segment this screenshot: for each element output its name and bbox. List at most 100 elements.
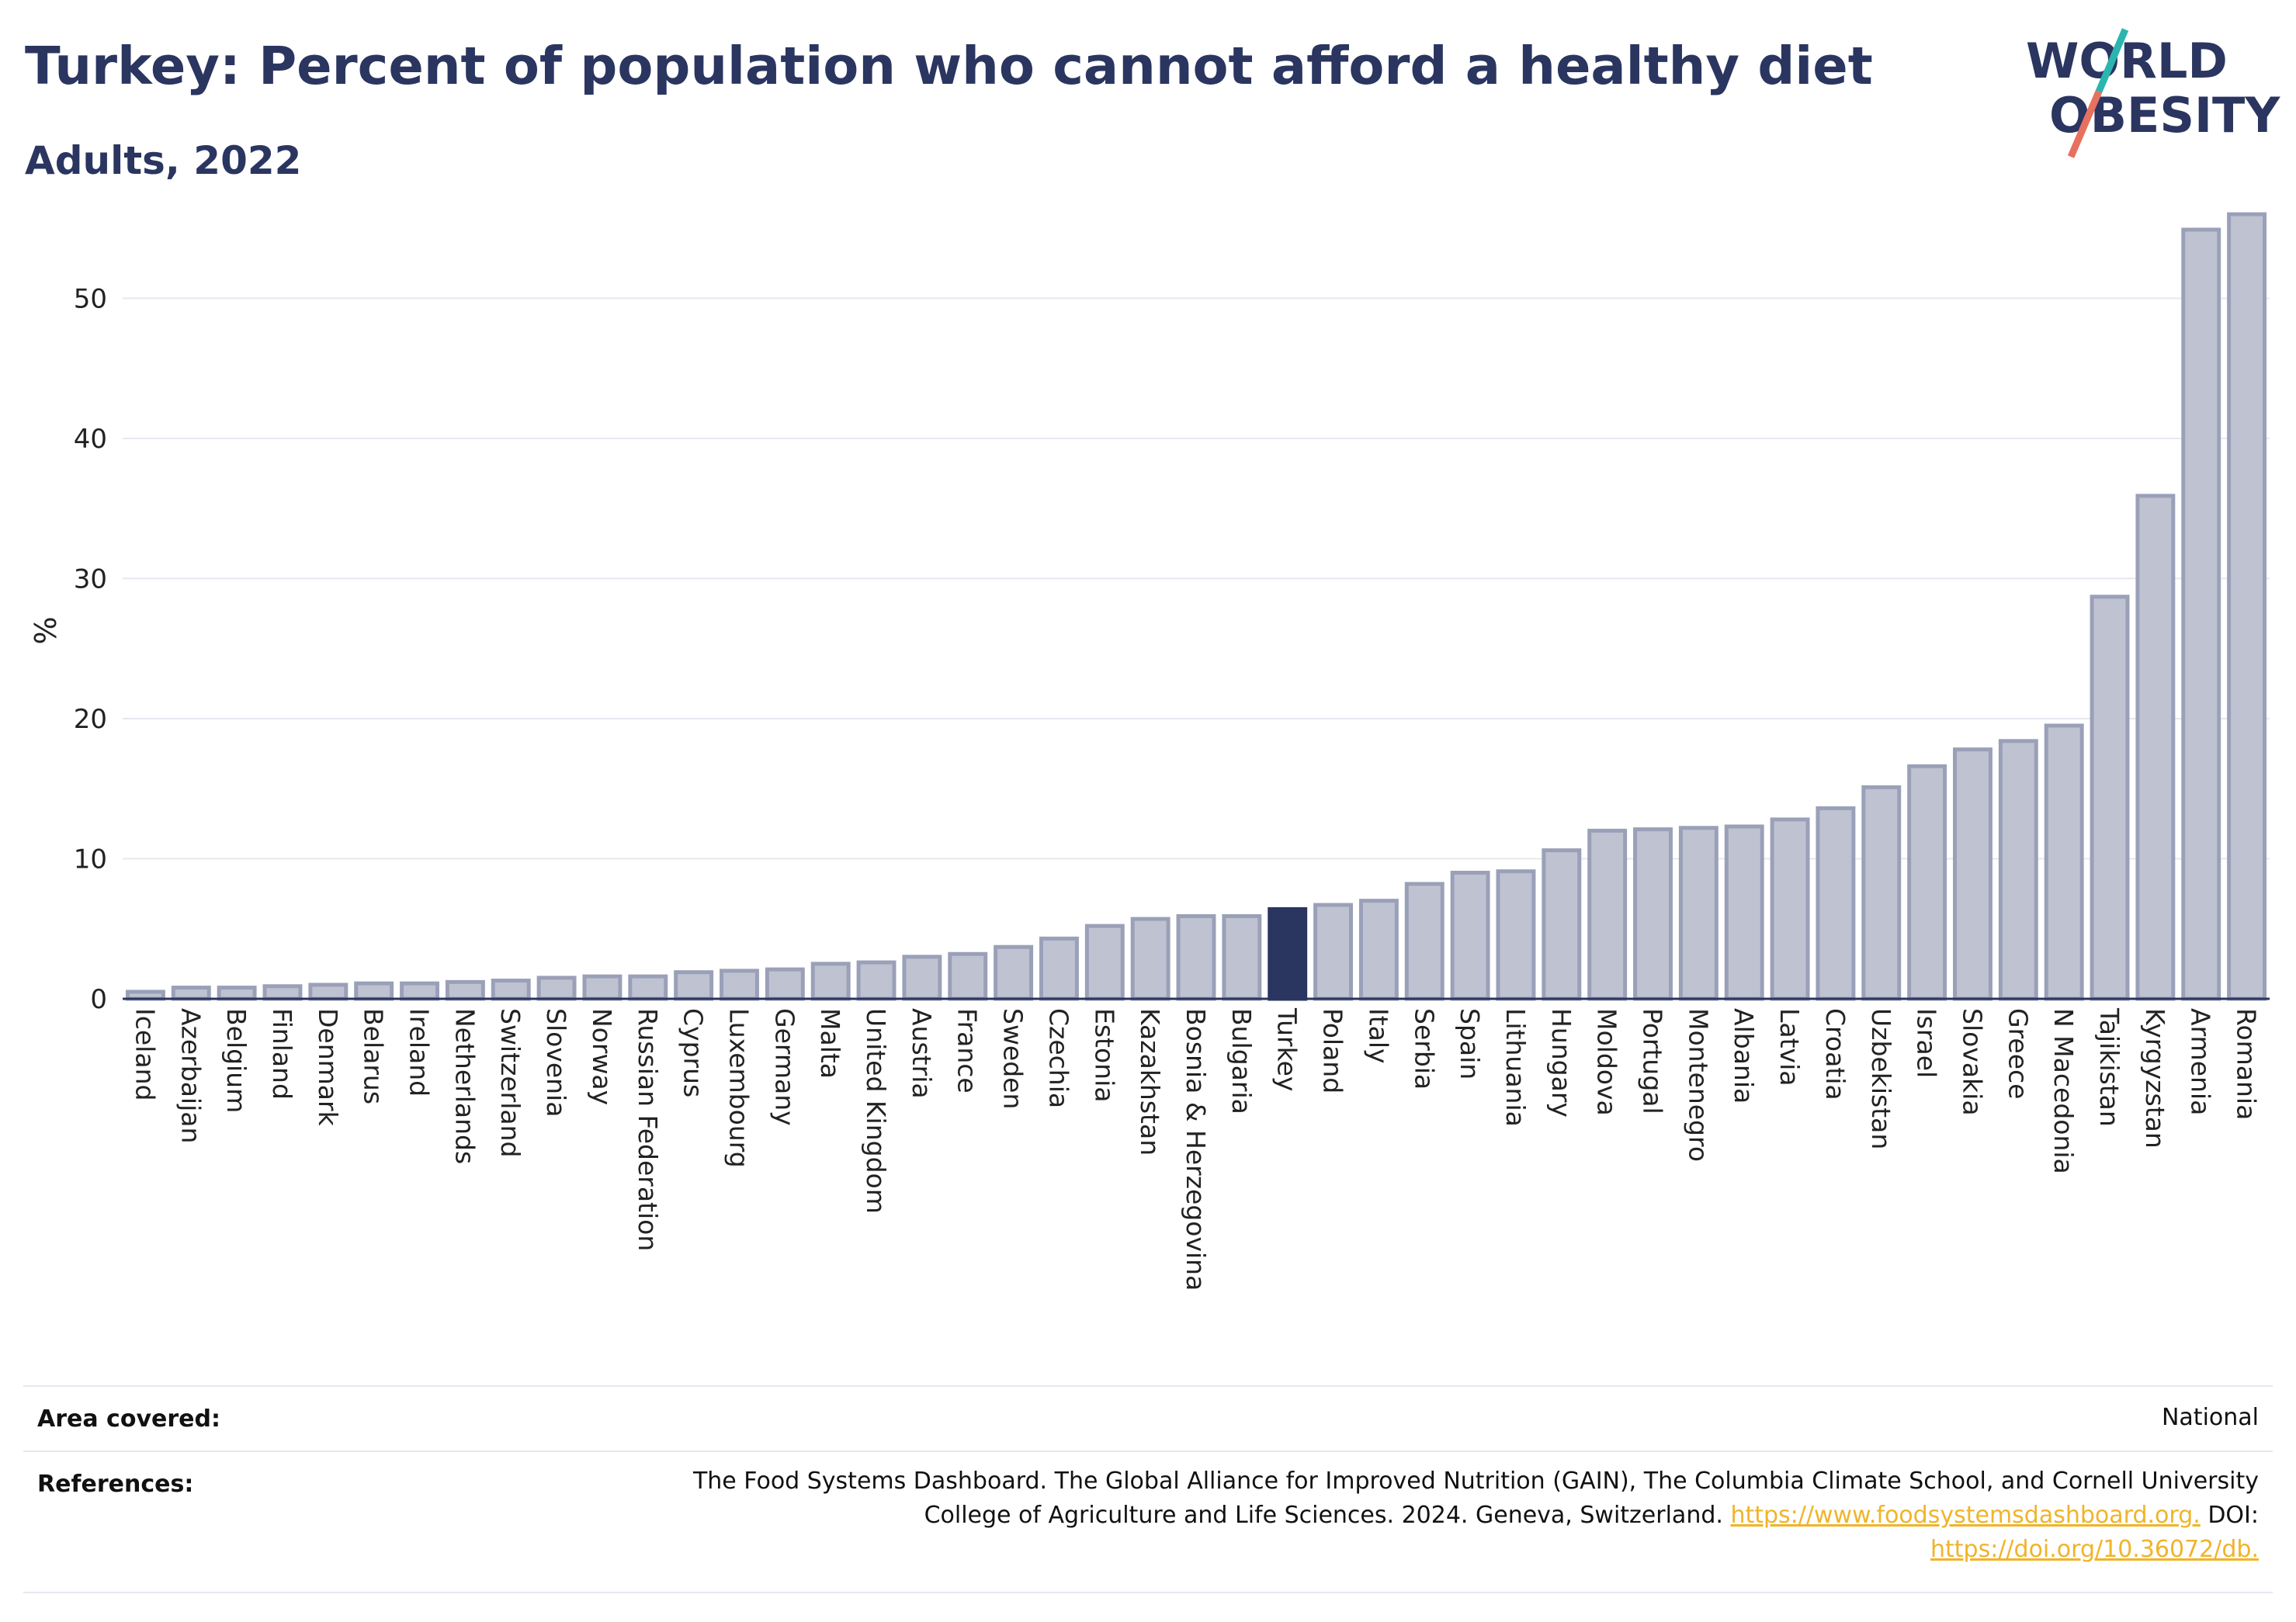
area-covered-label: Area covered:	[37, 1405, 220, 1433]
reference-line-2: College of Agriculture and Life Sciences…	[473, 1499, 2259, 1533]
bar-spain	[1450, 871, 1490, 1001]
bar-ireland	[400, 981, 439, 1001]
x-tick-label: Moldova	[1592, 1008, 1622, 1116]
x-tick-label: Sweden	[998, 1008, 1028, 1109]
x-tick-label: Greece	[2003, 1008, 2033, 1099]
x-tick-label: Kazakhstan	[1135, 1008, 1165, 1156]
x-tick-label: Ireland	[404, 1008, 435, 1097]
references-label: References:	[37, 1471, 194, 1498]
doi-link[interactable]: https://doi.org/10.36072/db.	[1930, 1536, 2259, 1563]
x-tick-label: Czechia	[1043, 1008, 1073, 1108]
x-tick-label: Montenegro	[1683, 1008, 1713, 1162]
bar-slovenia	[536, 976, 577, 1001]
x-tick-label: Slovenia	[541, 1008, 571, 1117]
bar-czechia	[1039, 936, 1079, 1001]
bar-luxembourg	[720, 969, 759, 1001]
references-row: References: The Food Systems Dashboard. …	[23, 1450, 2273, 1593]
x-tick-label: Russian Federation	[633, 1008, 663, 1251]
bar-montenegro	[1678, 826, 1719, 1001]
reference-line-2-text: College of Agriculture and Life Sciences…	[924, 1502, 1723, 1529]
logo-slash-top	[2095, 28, 2129, 93]
y-axis-ticks: 0 10 20 30 40 50	[74, 283, 107, 1015]
bar-n-macedonia	[2044, 723, 2084, 1001]
logo-text-world: WORLD	[2026, 33, 2228, 89]
x-tick-label: Israel	[1912, 1008, 1942, 1078]
bar-albania	[1724, 824, 1764, 1001]
bar-lithuania	[1496, 869, 1536, 1001]
x-tick-label: Switzerland	[495, 1008, 525, 1158]
y-tick-label: 40	[74, 424, 107, 455]
references-text: The Food Systems Dashboard. The Global A…	[473, 1464, 2259, 1567]
x-tick-label: Norway	[587, 1008, 617, 1105]
x-tick-label: Uzbekistan	[1866, 1008, 1896, 1149]
bar-cyprus	[674, 970, 714, 1001]
bar-latvia	[1770, 817, 1810, 1001]
bars	[125, 212, 2267, 1001]
x-tick-label: Hungary	[1546, 1008, 1576, 1118]
bar-sweden	[994, 944, 1034, 1001]
reference-line-3: https://doi.org/10.36072/db.	[473, 1533, 2259, 1567]
bar-belgium	[217, 986, 257, 1001]
y-tick-label: 10	[74, 844, 107, 875]
bar-russian-federation	[628, 974, 668, 1001]
x-tick-label: Austria	[907, 1008, 937, 1099]
x-tick-label: Bosnia & Herzegovina	[1181, 1008, 1211, 1291]
bar-kazakhstan	[1130, 917, 1171, 1001]
x-tick-label: Croatia	[1820, 1008, 1850, 1100]
x-tick-label: Malta	[815, 1008, 845, 1079]
bar-united-kingdom	[856, 960, 897, 1001]
area-covered-row: Area covered: National	[23, 1385, 2273, 1452]
bar-israel	[1907, 764, 1947, 1001]
reference-line-1: The Food Systems Dashboard. The Global A…	[692, 1468, 2259, 1495]
bar-chart: 0 10 20 30 40 50 Iceland Azerbaijan Belgium Finl…	[29, 212, 2270, 1291]
bar-poland	[1313, 903, 1354, 1001]
bar-switzerland	[491, 979, 531, 1001]
chart-title: Turkey: Percent of population who cannot…	[25, 36, 1873, 96]
x-tick-label: Belgium	[221, 1008, 251, 1113]
bar-norway	[582, 974, 623, 1001]
dashboard-link[interactable]: https://www.foodsystemsdashboard.org.	[1730, 1502, 2201, 1529]
bar-turkey	[1268, 906, 1308, 1001]
x-tick-label: Kyrgyzstan	[2140, 1008, 2170, 1149]
x-tick-label: France	[952, 1008, 983, 1093]
logo-slash-bottom	[2067, 90, 2103, 158]
bar-bosnia-herzegovina	[1176, 913, 1216, 1001]
bar-france	[948, 951, 988, 1001]
x-tick-label: Iceland	[130, 1008, 160, 1100]
bar-tajikistan	[2090, 594, 2130, 1001]
x-tick-label: Germany	[769, 1008, 799, 1126]
bar-croatia	[1816, 806, 1856, 1001]
bar-azerbaijan	[171, 986, 211, 1001]
bar-kyrgyzstan	[2135, 494, 2176, 1001]
x-tick-label: Slovakia	[1957, 1008, 1987, 1116]
x-tick-label: Lithuania	[1500, 1008, 1531, 1127]
bar-germany	[765, 967, 805, 1001]
bar-netherlands	[445, 979, 485, 1001]
chart-subtitle: Adults, 2022	[25, 138, 302, 183]
x-tick-label: Finland	[267, 1008, 297, 1100]
x-tick-label: Tajikistan	[2094, 1007, 2124, 1127]
bar-belarus	[354, 981, 394, 1001]
x-tick-label: Azerbaijan	[175, 1008, 206, 1143]
x-tick-label: United Kingdom	[861, 1008, 891, 1214]
y-axis-label: %	[29, 616, 63, 644]
bar-uzbekistan	[1861, 785, 1902, 1001]
x-tick-label: Latvia	[1774, 1008, 1805, 1086]
bar-hungary	[1542, 848, 1582, 1001]
x-tick-label: Armenia	[2186, 1008, 2216, 1115]
bar-armenia	[2181, 227, 2221, 1001]
x-tick-label: Netherlands	[449, 1008, 480, 1164]
bar-italy	[1358, 899, 1399, 1001]
area-covered-value: National	[2161, 1404, 2259, 1431]
bar-austria	[902, 955, 942, 1001]
bar-denmark	[308, 983, 349, 1001]
bar-greece	[1998, 739, 2038, 1001]
y-tick-label: 30	[74, 563, 107, 594]
bar-serbia	[1404, 882, 1445, 1001]
bar-moldova	[1587, 828, 1628, 1001]
gridlines	[123, 297, 2270, 860]
x-tick-label: Luxembourg	[723, 1008, 754, 1168]
x-axis-ticks: Iceland Azerbaijan Belgium Finland Denmark Be…	[130, 1007, 2261, 1291]
y-tick-label: 0	[90, 984, 107, 1015]
x-tick-label: Poland	[1318, 1008, 1348, 1093]
